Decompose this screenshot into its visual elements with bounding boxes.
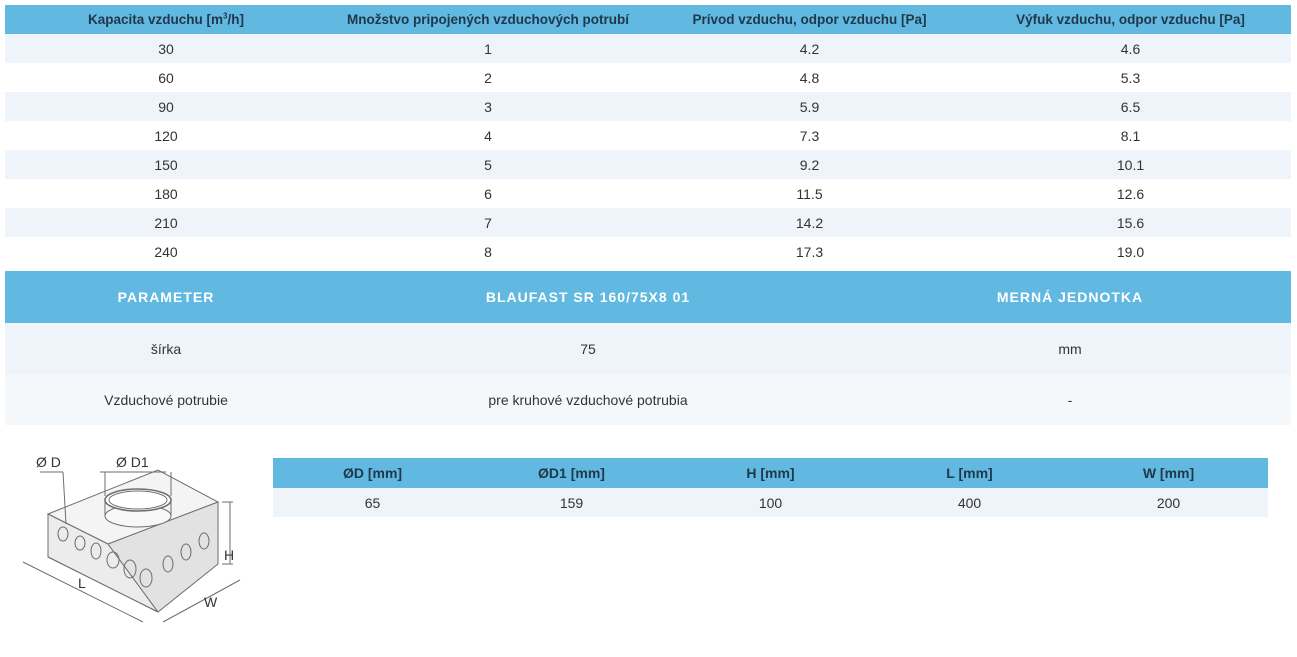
label-w: W bbox=[204, 594, 218, 610]
exhaust-cell: 12.6 bbox=[970, 179, 1291, 208]
capacity-cell: 210 bbox=[5, 208, 327, 237]
parameter-unit: - bbox=[849, 374, 1291, 425]
table-row: 180 6 11.5 12.6 bbox=[5, 179, 1291, 208]
dim-h-header: H [mm] bbox=[671, 458, 870, 488]
parameter-name: šírka bbox=[5, 323, 327, 374]
capacity-cell: 90 bbox=[5, 92, 327, 121]
capacity-cell: 30 bbox=[5, 34, 327, 63]
ducts-cell: 8 bbox=[327, 237, 649, 266]
table-row: šírka 75 mm bbox=[5, 323, 1291, 374]
parameter-table: PARAMETER BLAUFAST SR 160/75X8 01 MERNÁ … bbox=[5, 271, 1291, 425]
parameter-value: 75 bbox=[327, 323, 849, 374]
ducts-header: Množstvo pripojených vzduchových potrubí bbox=[327, 5, 649, 34]
exhaust-cell: 15.6 bbox=[970, 208, 1291, 237]
supply-header: Prívod vzduchu, odpor vzduchu [Pa] bbox=[649, 5, 970, 34]
dim-d-value: 65 bbox=[273, 488, 472, 517]
exhaust-cell: 4.6 bbox=[970, 34, 1291, 63]
label-d: Ø D bbox=[36, 454, 61, 470]
table-row: 90 3 5.9 6.5 bbox=[5, 92, 1291, 121]
dim-w-header: W [mm] bbox=[1069, 458, 1268, 488]
supply-cell: 4.8 bbox=[649, 63, 970, 92]
dim-l-value: 400 bbox=[870, 488, 1069, 517]
exhaust-cell: 8.1 bbox=[970, 121, 1291, 150]
parameter-name: Vzduchové potrubie bbox=[5, 374, 327, 425]
dimension-table: ØD [mm] ØD1 [mm] H [mm] L [mm] W [mm] 65… bbox=[273, 458, 1268, 517]
parameter-header-row: PARAMETER BLAUFAST SR 160/75X8 01 MERNÁ … bbox=[5, 271, 1291, 323]
ducts-cell: 4 bbox=[327, 121, 649, 150]
dim-h-value: 100 bbox=[671, 488, 870, 517]
label-h: H bbox=[224, 547, 234, 563]
dim-d1-value: 159 bbox=[472, 488, 671, 517]
capacity-cell: 180 bbox=[5, 179, 327, 208]
ducts-cell: 5 bbox=[327, 150, 649, 179]
capacity-cell: 240 bbox=[5, 237, 327, 266]
supply-cell: 4.2 bbox=[649, 34, 970, 63]
supply-cell: 5.9 bbox=[649, 92, 970, 121]
capacity-cell: 60 bbox=[5, 63, 327, 92]
ducts-cell: 6 bbox=[327, 179, 649, 208]
table-row: 65 159 100 400 200 bbox=[273, 488, 1268, 517]
capacity-cell: 120 bbox=[5, 121, 327, 150]
capacity-header-row: Kapacita vzduchu [m3/h] Množstvo pripoje… bbox=[5, 5, 1291, 34]
table-row: Vzduchové potrubie pre kruhové vzduchové… bbox=[5, 374, 1291, 425]
parameter-unit: mm bbox=[849, 323, 1291, 374]
ducts-cell: 2 bbox=[327, 63, 649, 92]
exhaust-cell: 6.5 bbox=[970, 92, 1291, 121]
exhaust-cell: 10.1 bbox=[970, 150, 1291, 179]
label-l: L bbox=[78, 575, 86, 591]
table-row: 210 7 14.2 15.6 bbox=[5, 208, 1291, 237]
dimension-header-row: ØD [mm] ØD1 [mm] H [mm] L [mm] W [mm] bbox=[273, 458, 1268, 488]
table-row: 60 2 4.8 5.3 bbox=[5, 63, 1291, 92]
supply-cell: 11.5 bbox=[649, 179, 970, 208]
table-row: 150 5 9.2 10.1 bbox=[5, 150, 1291, 179]
table-row: 30 1 4.2 4.6 bbox=[5, 34, 1291, 63]
label-d1: Ø D1 bbox=[116, 454, 149, 470]
ducts-cell: 7 bbox=[327, 208, 649, 237]
model-header: BLAUFAST SR 160/75X8 01 bbox=[327, 271, 849, 323]
parameter-header: PARAMETER bbox=[5, 271, 327, 323]
ducts-cell: 3 bbox=[327, 92, 649, 121]
capacity-table: Kapacita vzduchu [m3/h] Množstvo pripoje… bbox=[5, 5, 1291, 266]
dim-l-header: L [mm] bbox=[870, 458, 1069, 488]
capacity-cell: 150 bbox=[5, 150, 327, 179]
supply-cell: 7.3 bbox=[649, 121, 970, 150]
plenum-box-drawing: Ø D Ø D1 H L W bbox=[22, 454, 241, 623]
capacity-header: Kapacita vzduchu [m3/h] bbox=[5, 5, 327, 34]
parameter-value: pre kruhové vzduchové potrubia bbox=[327, 374, 849, 425]
dim-d-header: ØD [mm] bbox=[273, 458, 472, 488]
exhaust-cell: 5.3 bbox=[970, 63, 1291, 92]
supply-cell: 17.3 bbox=[649, 237, 970, 266]
exhaust-cell: 19.0 bbox=[970, 237, 1291, 266]
ducts-cell: 1 bbox=[327, 34, 649, 63]
table-row: 120 4 7.3 8.1 bbox=[5, 121, 1291, 150]
dim-w-value: 200 bbox=[1069, 488, 1268, 517]
supply-cell: 9.2 bbox=[649, 150, 970, 179]
table-row: 240 8 17.3 19.0 bbox=[5, 237, 1291, 266]
dim-d1-header: ØD1 [mm] bbox=[472, 458, 671, 488]
exhaust-header: Výfuk vzduchu, odpor vzduchu [Pa] bbox=[970, 5, 1291, 34]
supply-cell: 14.2 bbox=[649, 208, 970, 237]
unit-header: MERNÁ JEDNOTKA bbox=[849, 271, 1291, 323]
